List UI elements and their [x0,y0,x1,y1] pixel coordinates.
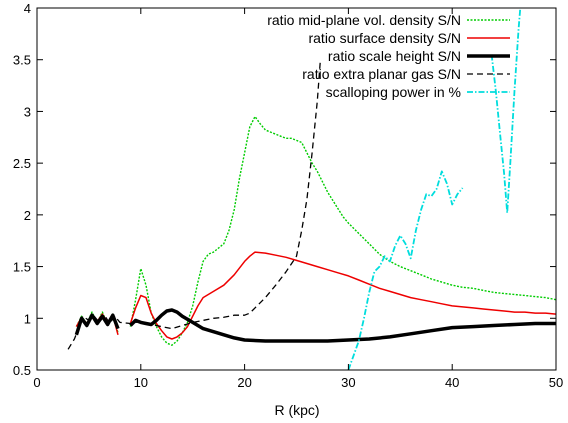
legend-label-1: ratio mid-plane vol. density S/N [267,12,461,28]
axes-layer: 0 10 20 30 40 50 0.5 1 1.5 2 2.5 3 3.5 4 [13,1,563,390]
series-line-3-segment-2 [129,308,556,343]
legend-label-5: scalloping power in % [326,84,461,100]
data-layer [67,8,556,370]
y-tick-label: 3 [24,104,31,119]
legend-label-2: ratio surface density S/N [308,30,461,46]
y-tick-label: 4 [24,1,31,16]
x-axis-label: R (kpc) [274,402,319,418]
series-line-3-segment-1 [74,313,120,336]
series-line-2-segment-2 [129,251,556,340]
x-tick-label: 10 [134,375,148,390]
legend-label-3: ratio scale height S/N [328,48,461,64]
series-line-1-segment-2 [129,115,556,346]
y-tick-label: 3.5 [13,53,31,68]
y-tick-label: 1.5 [13,260,31,275]
legend-label-4: ratio extra planar gas S/N [302,66,461,82]
series-line-4-segment-1 [67,59,322,350]
series-line-5-segment-1 [347,170,464,370]
y-tick-label: 1 [24,311,31,326]
y-tick-label: 0.5 [13,363,31,378]
legend: ratio mid-plane vol. density S/N ratio su… [267,12,510,100]
x-tick-label: 0 [33,375,40,390]
x-tick-label: 30 [341,375,355,390]
x-tick-label: 50 [549,375,563,390]
x-tick-label: 20 [237,375,251,390]
series-line-5-segment-2 [490,8,522,214]
plot-frame [36,7,557,371]
y-tick-label: 2.5 [13,156,31,171]
y-tick-label: 2 [24,208,31,223]
x-tick-label: 40 [445,375,459,390]
